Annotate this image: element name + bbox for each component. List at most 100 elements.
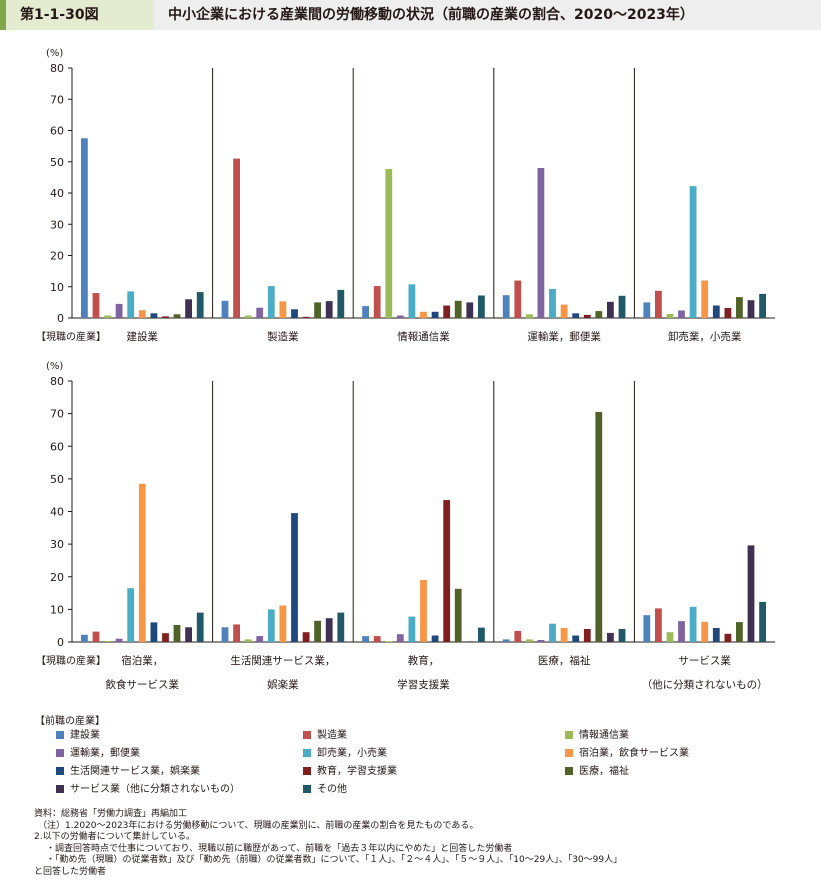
bar [420,311,427,319]
bar [454,588,462,642]
bar [302,632,310,642]
y-tick-label: 50 [50,473,64,486]
legend-label: 医療，福祉 [579,766,629,777]
legend-swatch [565,767,573,775]
legend-item: 医療，福祉 [565,766,629,778]
bar [362,636,369,642]
bar [689,606,697,642]
bar [162,316,169,318]
panel-label: 医療，福祉 [538,654,591,667]
bar [736,297,743,318]
bar [537,168,545,318]
bar [724,633,732,642]
bar [514,630,522,642]
bar [560,628,568,642]
bar [478,627,485,642]
y-tick-label: 30 [50,218,64,231]
bar [607,632,614,642]
panel-label: 建設業 [127,330,159,343]
bar [595,412,603,642]
bar [420,580,427,642]
bar [466,302,474,318]
legend-swatch [56,749,64,757]
bar [185,299,192,319]
bar [291,513,298,642]
bar [572,635,580,642]
bar [115,303,123,318]
bar [572,313,580,318]
legend-label: 製造業 [317,730,347,741]
note-1: （注）1.2020～2023年における労働移動について、現職の産業別に、前職の産… [38,820,479,831]
bar [689,186,697,318]
bar [502,295,510,318]
bar [526,314,533,319]
bar [431,635,439,642]
figure-number: 第1-1-30図 [0,0,154,30]
legend-item: その他 [303,784,347,796]
row-label: 【現職の産業】 [36,654,106,667]
bar [162,633,169,642]
bar [325,618,333,642]
bar [81,634,88,642]
bar [233,158,240,318]
bar [104,315,111,318]
bar [724,308,732,318]
legend-label: サービス業（他に分類されないもの） [70,784,240,795]
y-tick-label: 20 [50,250,64,263]
bar [396,315,404,318]
note-2a: ・調査回答時点で仕事についており、現職以前に職歴があって、前職を「過去３年以内に… [46,843,513,854]
note-2: 2.以下の労働者について集計している。 [34,832,196,842]
y-tick-label: 50 [50,156,64,169]
bar [138,310,146,318]
bar [560,304,568,318]
y-tick-label: 30 [50,538,64,551]
legend-label: 宿泊業，飲食サービス業 [579,748,689,759]
bar [127,291,135,318]
bar [92,631,100,642]
row-label: 【現職の産業】 [36,330,106,343]
panel-label: 学習支援業 [397,678,450,691]
bar [396,634,404,642]
panel-label: サービス業 [678,654,731,667]
y-unit-label: (%) [46,361,63,372]
legend-swatch [303,749,311,757]
bar [678,621,685,642]
bar [256,636,264,642]
legend-item: 運輸業，郵便業 [56,748,140,760]
bar [478,295,485,318]
y-tick-label: 80 [50,62,64,75]
bar [196,292,204,318]
bar [607,301,614,319]
panel-label: （他に分類されないもの） [642,678,768,691]
panel-label: 製造業 [267,330,299,343]
notes: 資料：総務省「労働力調査」再編加工 （注）1.2020～2023年における労働移… [34,809,814,878]
figure-title: 中小企業における産業間の労働移動の状況（前職の産業の割合、2020～2023年） [168,7,694,23]
bar [443,500,451,642]
panel-label: 生活関連サービス業， [230,654,335,667]
y-tick-label: 20 [50,571,64,584]
legend-swatch [303,785,311,793]
bar [127,588,135,642]
bar [150,313,158,318]
chart: (%) 0 10 20 30 40 50 60 70 80 【現職の産業】 建設業 製造業 情報通信業 運輸… [36,48,775,691]
bar [325,301,333,318]
bar [244,639,252,642]
y-tick-label: 0 [57,312,64,325]
legend-swatch [565,749,573,757]
bar [666,632,674,642]
bar [291,309,298,319]
bar [595,311,603,318]
bar [81,138,88,318]
bar [233,624,240,642]
legend-item: 卸売業，小売業 [303,748,387,760]
legend-label: その他 [317,784,347,795]
y-tick-label: 70 [50,408,64,421]
bar [221,627,229,642]
bar [759,601,766,642]
bar [138,483,146,642]
bar [337,612,345,642]
bar [514,280,522,318]
bar [747,300,755,318]
bar [185,627,192,642]
y-unit-label: (%) [46,48,63,59]
